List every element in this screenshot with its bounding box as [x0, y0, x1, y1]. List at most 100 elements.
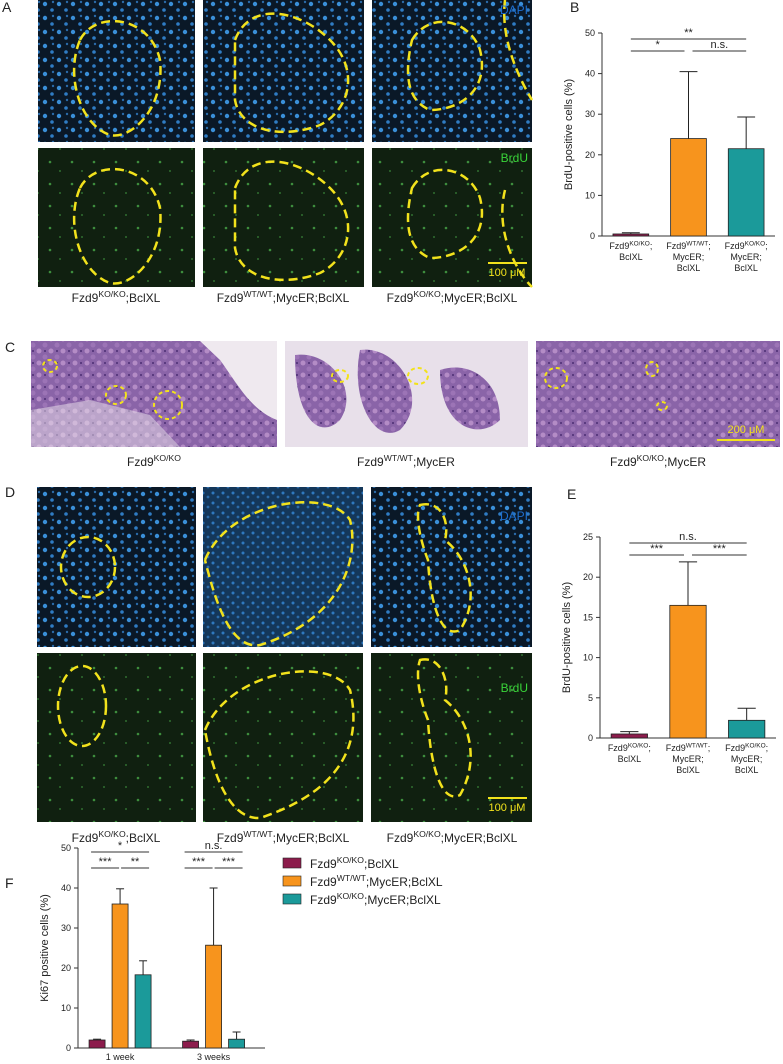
x-tick-label: 3 weeks: [197, 1052, 231, 1062]
significance-label: *: [118, 840, 123, 852]
islet-outline: [59, 535, 117, 599]
genotype-label: Fzd9KO/KO;BclXL: [310, 855, 399, 871]
x-tick-label: 1 week: [106, 1052, 135, 1062]
error-bar: [621, 232, 640, 234]
genotype: KO/KO: [745, 742, 766, 749]
label-rest: ;MycER;BclXL: [366, 875, 443, 889]
islet-outline: [656, 401, 668, 411]
label-line: BclXL: [619, 252, 643, 262]
tissue-space: [31, 400, 180, 447]
genotype-label: Fzd9KO/KO;BclXL: [72, 829, 161, 845]
genotype: KO/KO: [98, 289, 126, 299]
error-bar: [737, 707, 756, 721]
error-bar: [737, 116, 756, 149]
genotype-label: Fzd9KO/KO;MycER;BclXL: [387, 829, 518, 845]
genotype-label: Fzd9KO/KO;BclXL: [72, 289, 161, 305]
y-tick-label: 0: [590, 231, 595, 241]
significance-label: n.s.: [679, 531, 697, 543]
genotype: KO/KO: [413, 289, 441, 299]
genotype-label: Fzd9KO/KO;MycER: [610, 453, 706, 469]
error-bar: [679, 71, 698, 139]
bar: [228, 1038, 245, 1049]
islet-outline: [203, 670, 355, 820]
genotype: WT/WT: [243, 289, 273, 299]
bar: [669, 604, 707, 739]
islet-outline: [407, 367, 429, 385]
gene: Fzd9: [72, 291, 99, 305]
legend-swatch: [282, 857, 302, 869]
label-rest: ;: [708, 743, 711, 753]
label-rest: ;MycER: [664, 455, 706, 469]
significance-label: ***: [713, 543, 727, 555]
label-line: BclXL: [676, 765, 700, 775]
significance-label: n.s.: [710, 39, 728, 51]
genotype-label: Fzd9KO/KO;: [609, 240, 652, 251]
micrograph: [37, 653, 196, 822]
islet-outline: [56, 664, 108, 748]
error-bar: [678, 561, 698, 606]
y-tick-label: 0: [66, 1043, 71, 1053]
gene: Fzd9: [725, 241, 745, 251]
significance-label: ***: [99, 856, 113, 868]
significance-label: ***: [650, 543, 664, 555]
islet-outline: [645, 361, 659, 377]
tissue: [295, 349, 500, 433]
y-axis-label: Ki67 positive cells (%): [39, 894, 51, 1002]
label-line: BclXL: [677, 263, 701, 273]
micrograph: [371, 653, 532, 822]
label-rest: ;MycER;BclXL: [441, 831, 518, 845]
micrograph: [203, 653, 363, 822]
y-tick-label: 50: [61, 843, 71, 853]
error-bar: [209, 887, 218, 946]
genotype: KO/KO: [745, 240, 766, 247]
label-line: MycER;: [731, 754, 763, 764]
bar: [134, 974, 152, 1049]
genotype-label: Fzd9WT/WT;: [666, 240, 710, 251]
islet-outline: [406, 20, 484, 112]
label-rest: ;MycER;BclXL: [273, 831, 350, 845]
genotype-label: Fzd9KO/KO;: [725, 742, 768, 753]
y-tick-label: 50: [585, 28, 595, 38]
micrograph: [371, 487, 532, 647]
islet-outline: [105, 385, 127, 405]
channel-label: DAPI: [500, 3, 528, 17]
genotype: KO/KO: [337, 891, 365, 901]
channel-label: BrdU: [501, 151, 528, 165]
genotype: WT/WT: [686, 240, 708, 247]
bar: [727, 148, 765, 237]
channel-label: BrdU: [501, 681, 528, 695]
label-line: BclXL: [734, 263, 758, 273]
gene: Fzd9: [310, 893, 337, 907]
bar: [205, 944, 222, 1049]
genotype: WT/WT: [337, 873, 367, 883]
error-bar: [93, 1038, 102, 1040]
islet-outline: [502, 0, 534, 101]
genotype-label: Fzd9WT/WT;MycER;BclXL: [310, 873, 443, 889]
panel-label: B: [570, 0, 579, 15]
genotype-label: Fzd9WT/WT;MycER;BclXL: [217, 829, 350, 845]
genotype: WT/WT: [686, 742, 708, 749]
gene: Fzd9: [609, 241, 629, 251]
panel-label: F: [5, 875, 14, 891]
micrograph: [372, 0, 532, 142]
bar: [111, 903, 129, 1049]
y-tick-label: 30: [61, 923, 71, 933]
label-rest: ;: [650, 241, 653, 251]
bar: [728, 719, 766, 739]
gene: Fzd9: [127, 455, 154, 469]
gene: Fzd9: [217, 291, 244, 305]
y-tick-label: 20: [61, 963, 71, 973]
scale-bar-label: 200 μM: [728, 424, 765, 436]
panel-label: E: [567, 486, 576, 502]
bar: [670, 138, 707, 237]
scale-bar-label: 100 μM: [489, 802, 526, 814]
genotype-label: Fzd9KO/KO;MycER;BclXL: [310, 891, 441, 907]
y-tick-label: 40: [61, 883, 71, 893]
significance-label: n.s.: [205, 840, 223, 852]
y-tick-label: 30: [585, 109, 595, 119]
y-tick-label: 20: [585, 150, 595, 160]
genotype: KO/KO: [628, 742, 649, 749]
gene: Fzd9: [310, 875, 337, 889]
